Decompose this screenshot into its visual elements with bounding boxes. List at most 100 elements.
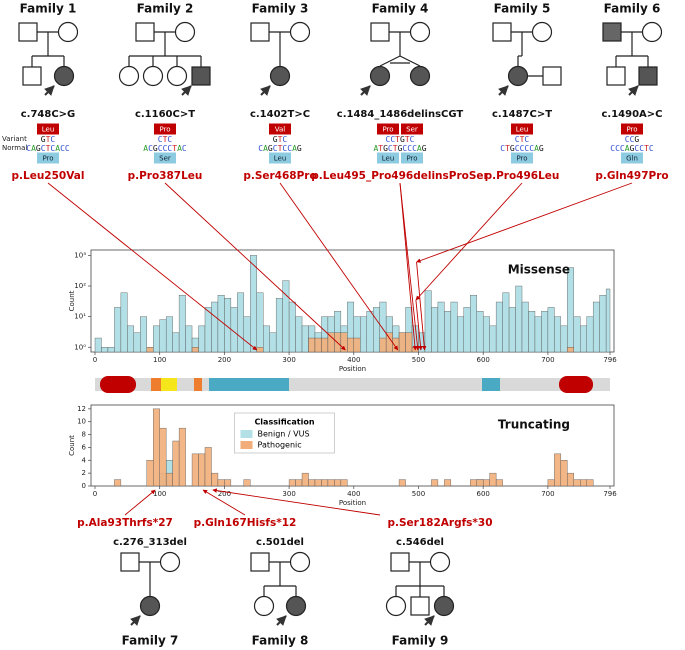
base: C bbox=[282, 135, 287, 144]
x-tick-label: 200 bbox=[218, 356, 231, 364]
bar bbox=[211, 301, 219, 353]
bar bbox=[107, 347, 115, 353]
base: C bbox=[65, 144, 70, 153]
family-label: Family 8 bbox=[252, 634, 309, 648]
bar bbox=[482, 479, 490, 487]
x-tick-label: 300 bbox=[282, 356, 295, 364]
variant-label: c.1487C>T bbox=[492, 109, 552, 120]
base: C bbox=[615, 144, 620, 153]
base: C bbox=[287, 144, 292, 153]
bar bbox=[256, 292, 264, 353]
bar bbox=[295, 316, 303, 353]
amino-acid: Pro bbox=[159, 126, 170, 134]
normal-sequence: CTGCCCCAG bbox=[500, 144, 544, 153]
bar bbox=[560, 325, 568, 353]
proband-arrow bbox=[276, 615, 287, 626]
bar bbox=[237, 292, 245, 353]
base: C bbox=[412, 144, 417, 153]
bar bbox=[398, 479, 406, 487]
amino-acid-box bbox=[154, 123, 176, 135]
x-tick-label: 500 bbox=[412, 490, 425, 498]
normal-sequence: CCCAGCCTC bbox=[610, 144, 654, 153]
base: C bbox=[524, 144, 529, 153]
bar bbox=[321, 337, 329, 353]
bar bbox=[580, 325, 587, 353]
bar bbox=[127, 325, 135, 353]
bar bbox=[146, 347, 154, 353]
family-label: Family 9 bbox=[392, 634, 449, 648]
y-tick-label: 10³ bbox=[74, 251, 86, 259]
base: C bbox=[273, 144, 278, 153]
base: C bbox=[625, 135, 630, 144]
proband-arrow bbox=[130, 615, 141, 626]
x-tick-label: 600 bbox=[477, 356, 490, 364]
base: T bbox=[278, 144, 283, 153]
pedigree-female bbox=[433, 595, 455, 617]
base: G bbox=[36, 144, 41, 153]
bar bbox=[567, 347, 574, 353]
amino-acid-box bbox=[377, 152, 399, 164]
bar bbox=[165, 472, 173, 487]
bar bbox=[515, 285, 523, 353]
bar bbox=[172, 440, 180, 487]
domain bbox=[151, 378, 161, 391]
family-label: Family 3 bbox=[252, 2, 309, 16]
bar bbox=[159, 319, 167, 353]
bar bbox=[321, 479, 329, 487]
bar bbox=[204, 307, 212, 353]
bar bbox=[301, 472, 309, 487]
legend-label: Pathogenic bbox=[258, 441, 302, 450]
amino-acid: Gln bbox=[626, 155, 638, 163]
pedigree-male bbox=[602, 22, 622, 42]
connector-arrow bbox=[164, 182, 346, 351]
bar bbox=[185, 325, 193, 353]
base: G bbox=[297, 144, 302, 153]
bar bbox=[554, 453, 562, 487]
pedigree-male bbox=[542, 66, 562, 86]
bar bbox=[314, 337, 322, 353]
base: T bbox=[163, 135, 168, 144]
bar bbox=[340, 479, 348, 487]
pedigree-female bbox=[285, 595, 307, 617]
bar bbox=[114, 479, 122, 487]
bar bbox=[269, 332, 277, 353]
base: T bbox=[520, 135, 525, 144]
bar bbox=[599, 295, 607, 353]
base: C bbox=[620, 144, 625, 153]
x-tick-label: 500 bbox=[412, 356, 425, 364]
protein-change: p.Pro496Leu bbox=[485, 170, 560, 182]
bar bbox=[463, 307, 471, 353]
base: C bbox=[41, 144, 46, 153]
sequence-label: Variant bbox=[2, 135, 27, 143]
bar bbox=[547, 307, 555, 353]
connector-arrow bbox=[416, 261, 427, 351]
base: C bbox=[167, 135, 172, 144]
pedigree-female bbox=[507, 65, 529, 87]
bar bbox=[567, 472, 574, 487]
base: A bbox=[177, 144, 182, 153]
pedigree-female bbox=[159, 551, 181, 573]
variant-sequence: CCG bbox=[625, 135, 640, 144]
base: A bbox=[373, 144, 378, 153]
base: A bbox=[292, 144, 297, 153]
base: C bbox=[60, 144, 65, 153]
y-tick-label: 12 bbox=[77, 405, 86, 413]
sequence-label: Normal bbox=[2, 144, 27, 152]
base: C bbox=[182, 144, 187, 153]
pedigree-female bbox=[369, 65, 391, 87]
bar bbox=[159, 427, 167, 487]
y-tick-label: 8 bbox=[82, 431, 86, 439]
amino-acid: Ser bbox=[406, 126, 418, 134]
base: G bbox=[510, 144, 515, 153]
bar bbox=[211, 472, 219, 487]
y-tick-label: 2 bbox=[82, 469, 86, 477]
base: C bbox=[163, 144, 168, 153]
y-tick-label: 6 bbox=[82, 443, 87, 451]
base: A bbox=[31, 144, 36, 153]
bar bbox=[489, 472, 497, 487]
base: C bbox=[158, 144, 163, 153]
base: G bbox=[539, 144, 544, 153]
base: C bbox=[390, 135, 395, 144]
protein-change: p.Ala93Thrfs*27 bbox=[77, 517, 173, 529]
pedigree-male bbox=[390, 552, 410, 572]
